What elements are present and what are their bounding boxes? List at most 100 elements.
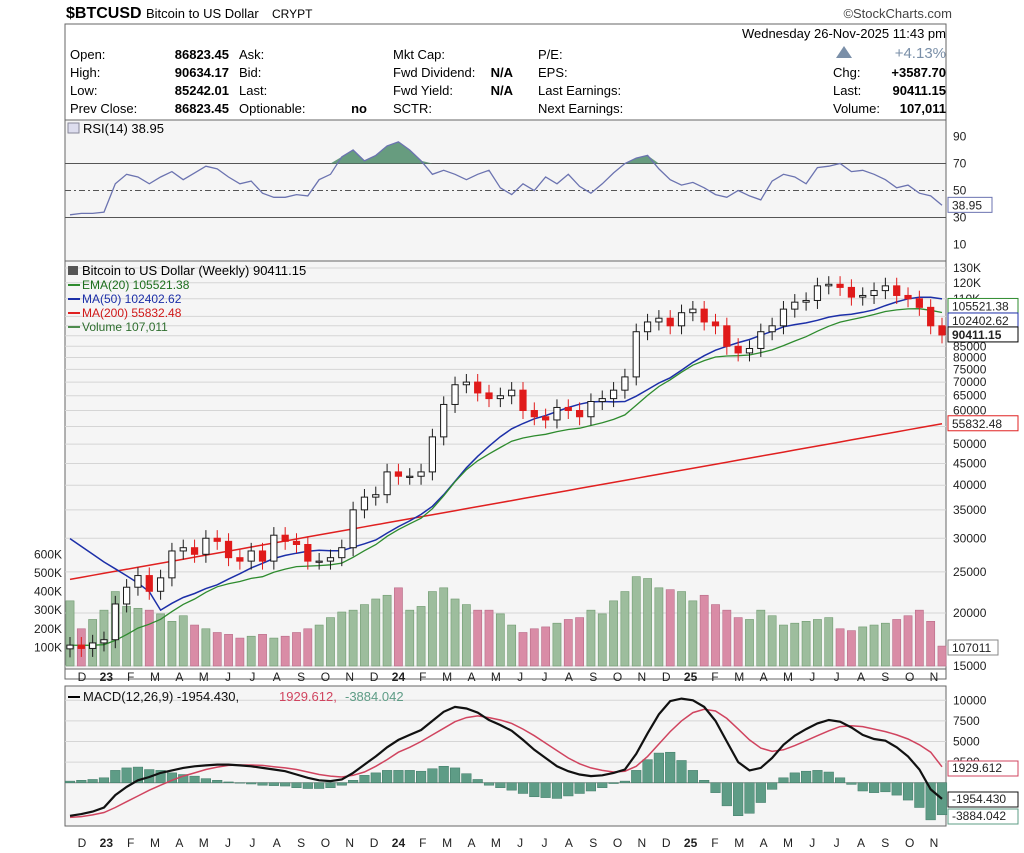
rsi-overbought-area <box>330 141 433 164</box>
x-tick-label: N <box>345 670 354 684</box>
macd-flag-value: -3884.042 <box>952 809 1006 823</box>
date-label: Wednesday 26-Nov-2025 11:43 pm <box>742 26 946 41</box>
candle-body <box>270 534 278 562</box>
x-tick-label: M <box>150 670 160 684</box>
rsi-line <box>69 141 943 216</box>
prev-close-value: 86823.45 <box>175 101 229 116</box>
volume-bar <box>631 576 641 667</box>
candle-body <box>304 543 312 562</box>
candle-body <box>360 496 369 511</box>
candle-body <box>666 317 674 327</box>
volume-axis: 100K 200K 300K 400K 500K 600K 107011 <box>34 547 999 656</box>
candle-body <box>349 509 357 549</box>
volume-bar <box>699 594 709 667</box>
next-earnings-label: Next Earnings: <box>538 101 623 116</box>
x-tick-label-bottom: A <box>857 836 865 850</box>
volume-bar <box>201 628 211 667</box>
exchange-label: CRYPT <box>272 7 313 21</box>
macd-hist-bar <box>268 782 279 786</box>
macd-hist-bar <box>744 782 755 814</box>
candle-body <box>575 410 584 418</box>
macd-hist-bar <box>416 770 427 784</box>
x-tick-label: S <box>589 670 597 684</box>
macd-hist-bar <box>699 780 710 784</box>
macd-hist-bar <box>767 782 778 790</box>
candle-body <box>689 308 697 314</box>
price-flag <box>947 326 1019 343</box>
x-tick-label: M <box>199 670 209 684</box>
candle-body <box>938 325 946 336</box>
candle-body <box>542 416 550 421</box>
macd-flag <box>947 791 1019 808</box>
price-tick-label: 35000 <box>953 503 987 517</box>
x-tick-label-bottom: J <box>542 836 548 850</box>
volume-bar <box>326 617 335 667</box>
low-value: 85242.01 <box>175 83 229 98</box>
candle-body <box>451 384 459 405</box>
x-tick-label: N <box>930 670 939 684</box>
macd-hist-bar <box>846 782 857 785</box>
x-tick-label-bottom: N <box>345 836 354 850</box>
volume-bar <box>756 609 766 667</box>
price-tick-label: 85000 <box>953 339 987 353</box>
x-tick-label: O <box>905 670 914 684</box>
rsi-overbought-area <box>624 155 659 164</box>
x-tick-label-bottom: S <box>881 836 889 850</box>
macd-hist-bar <box>449 767 461 784</box>
volume-bar <box>665 589 675 667</box>
price-tick-label: 70000 <box>953 375 987 389</box>
rsi-tick-label: 50 <box>953 184 967 198</box>
macd-hist-bar <box>382 770 393 783</box>
candle-legend-icon <box>68 266 78 275</box>
volume-bar <box>280 635 290 667</box>
macd-tick-label: 10000 <box>953 693 987 707</box>
price-tick-label: 40000 <box>953 478 987 492</box>
volume-bar <box>269 637 279 667</box>
fwd-dividend-label: Fwd Dividend: <box>393 65 475 80</box>
x-tick-label-bottom: A <box>760 836 768 850</box>
x-tick-label-bottom: D <box>370 836 379 850</box>
candle-body <box>496 395 504 400</box>
macd-hist-bar <box>563 782 574 797</box>
macd-hist-bar <box>110 770 121 783</box>
eps-label: EPS: <box>538 65 568 80</box>
volume-bar <box>835 628 845 667</box>
volume-bar <box>65 600 75 667</box>
x-tick-label: A <box>175 670 183 684</box>
macd-signal-line <box>69 708 943 819</box>
volume-bar <box>439 587 449 667</box>
x-tick-label: 23 <box>100 670 114 684</box>
candle-body <box>802 299 810 303</box>
price-flag-value: 55832.48 <box>952 417 1002 431</box>
x-tick-label: J <box>517 670 523 684</box>
macd-hist-bar <box>619 780 630 783</box>
x-tick-label: 24 <box>392 670 406 684</box>
macd-flags: 1929.612 -1954.430 -3884.042 <box>947 760 1019 825</box>
volume-bar <box>813 619 822 667</box>
x-tick-label: A <box>467 670 475 684</box>
optionable-value: no <box>351 101 367 116</box>
volume-bar <box>643 578 652 667</box>
macd-hist-bar <box>551 782 563 799</box>
candle-body <box>145 575 153 592</box>
x-tick-label-bottom: A <box>565 836 573 850</box>
price-tick-label: 120K <box>953 276 981 290</box>
ema20-line <box>69 308 943 647</box>
candle-body <box>723 325 731 347</box>
volume-bar <box>246 635 256 667</box>
price-grid <box>65 267 946 667</box>
candle-body <box>66 644 74 650</box>
volume-bar <box>303 628 313 667</box>
macd-hist-bar <box>325 782 336 788</box>
x-tick-label: F <box>711 670 718 684</box>
x-tick-label-bottom: J <box>834 836 840 850</box>
x-tick-label-bottom: O <box>321 836 330 850</box>
macd-hist-bar <box>585 782 596 792</box>
x-tick-label: J <box>834 670 840 684</box>
macd-hist-bar <box>393 770 404 783</box>
x-tick-label-bottom: J <box>809 836 815 850</box>
ma200-line <box>69 423 943 581</box>
candle-body <box>530 410 538 418</box>
volume-bar <box>178 615 188 667</box>
